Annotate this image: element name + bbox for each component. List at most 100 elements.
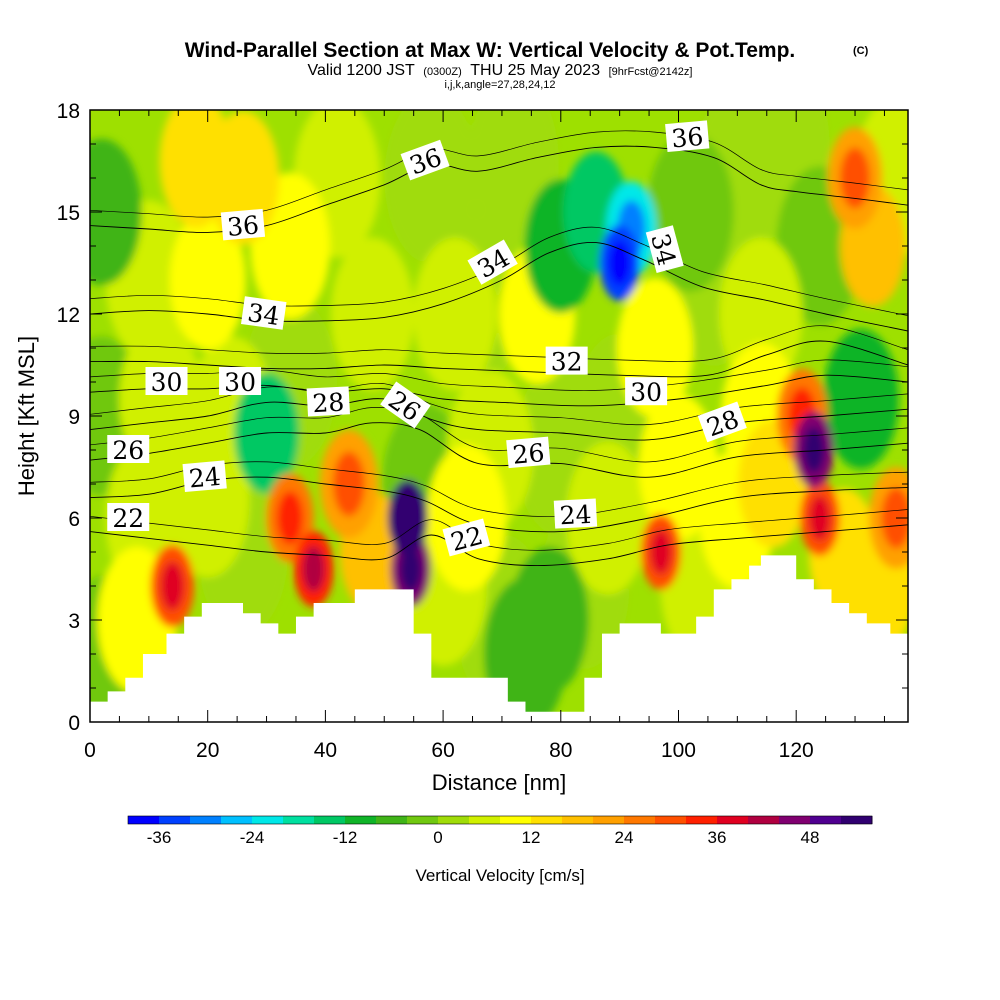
contour-label: 30: [219, 367, 262, 397]
contour-label: 30: [625, 377, 668, 407]
colorbar-swatch: [345, 816, 377, 824]
velocity-core: [277, 491, 304, 545]
contour-label: 28: [306, 386, 350, 419]
contour-label: 36: [220, 208, 266, 242]
contour-label-box: [697, 401, 747, 443]
contour-label-text: 26: [112, 436, 144, 465]
colorbar: -36 -24 -12 0 12 24 36 48: [127, 815, 873, 847]
velocity-cell: [426, 444, 507, 592]
contour-label-text: 26: [511, 438, 545, 470]
x-axis-label: Distance [nm]: [432, 770, 567, 795]
contour-label-box: [645, 225, 684, 274]
colorbar-swatch: [159, 816, 191, 824]
contour-label-box: [306, 386, 350, 417]
velocity-core: [649, 529, 672, 575]
contour-label: 34: [240, 296, 287, 331]
x-axis: 0 20 40 60 80 100 120: [84, 110, 885, 762]
subtitle-valid: Valid 1200 JST: [308, 62, 416, 79]
colorbar-tick-label: 48: [801, 828, 820, 847]
velocity-core: [396, 495, 419, 541]
x-tick-label: 40: [314, 739, 337, 762]
contour-label: 26: [506, 436, 551, 470]
velocity-cell: [509, 546, 589, 694]
contour-label-text: 28: [312, 388, 345, 419]
velocity-core: [399, 546, 422, 592]
chart-title: Wind-Parallel Section at Max W: Vertical…: [185, 39, 796, 62]
colorbar-title: Vertical Velocity [cm/s]: [415, 866, 584, 885]
contour-label-text: 22: [112, 504, 144, 533]
x-tick-label: 0: [84, 739, 96, 762]
contour-label-box: [145, 367, 188, 395]
subtitle-forecast: [9hrFcst@2142z]: [609, 66, 693, 78]
velocity-core: [881, 487, 908, 549]
velocity-cell: [413, 237, 497, 391]
velocity-cell: [330, 237, 415, 391]
contour-label-box: [467, 239, 518, 285]
contour-label-box: [625, 377, 668, 406]
velocity-core: [302, 546, 325, 592]
colorbar-swatch: [376, 816, 408, 824]
contour-label-text: 34: [246, 298, 282, 331]
grid-parameters: i,j,k,angle=27,28,24,12: [444, 79, 555, 91]
contour-label-text: 30: [224, 368, 256, 397]
x-tick-label: 80: [549, 739, 572, 762]
colorbar-swatch: [624, 816, 656, 824]
y-tick-label: 6: [68, 508, 80, 531]
velocity-core: [808, 495, 831, 541]
theta-contour-minor: [90, 382, 908, 426]
x-tick-label: 100: [661, 739, 696, 762]
colorbar-tick-label: -12: [333, 828, 358, 847]
contour-label: 24: [553, 498, 598, 530]
title-copyright-mark: (C): [853, 45, 869, 57]
colorbar-swatch: [500, 816, 532, 824]
colorbar-swatch: [469, 816, 501, 824]
contour-label-box: [442, 518, 491, 557]
contour-label-text: 24: [188, 462, 222, 494]
contour-label-text: 36: [226, 210, 260, 242]
colorbar-swatch: [283, 816, 315, 824]
colorbar-swatch: [438, 816, 470, 824]
velocity-cell: [169, 210, 246, 350]
contour-label: 36: [665, 120, 710, 154]
colorbar-swatch: [717, 816, 749, 824]
contour-label-box: [506, 436, 551, 469]
velocity-cell: [822, 329, 899, 469]
contour-label-box: [182, 460, 227, 492]
colorbar-swatch: [562, 816, 594, 824]
theta-contour-26: [90, 422, 908, 478]
velocity-cell: [566, 441, 650, 595]
contour-label-box: [107, 503, 150, 531]
contour-label-box: [107, 435, 150, 463]
y-axis-label: Height [Kft MSL]: [14, 336, 39, 496]
subtitle-utc: (0300Z): [423, 66, 462, 78]
contour-label-box: [219, 367, 262, 395]
theta-contour-minor: [90, 325, 908, 362]
x-tick-label: 20: [196, 739, 219, 762]
contour-label: 24: [182, 460, 227, 494]
velocity-core: [840, 147, 870, 209]
colorbar-swatch: [686, 816, 718, 824]
colorbar-swatch: [841, 816, 873, 824]
colorbar-swatch: [748, 816, 780, 824]
colorbar-swatch: [531, 816, 563, 824]
theta-contour-minor: [90, 359, 908, 391]
terrain-mask: [90, 555, 908, 722]
colorbar-swatch: [252, 816, 284, 824]
colorbar-swatch: [407, 816, 439, 824]
chart-subtitle: Valid 1200 JST (0300Z) THU 25 May 2023 […: [308, 62, 693, 79]
colorbar-frame: [127, 815, 873, 825]
colorbar-swatch: [221, 816, 253, 824]
colorbar-swatch: [314, 816, 346, 824]
contour-label: 26: [107, 435, 150, 465]
colorbar-tick-label: -36: [147, 828, 172, 847]
y-tick-label: 12: [57, 304, 80, 327]
y-tick-label: 9: [68, 406, 80, 429]
contour-label: 22: [107, 503, 150, 533]
contour-label-box: [400, 139, 450, 181]
y-tick-label: 18: [57, 100, 80, 123]
colorbar-tick-label: 36: [708, 828, 727, 847]
contour-label-box: [553, 498, 598, 529]
